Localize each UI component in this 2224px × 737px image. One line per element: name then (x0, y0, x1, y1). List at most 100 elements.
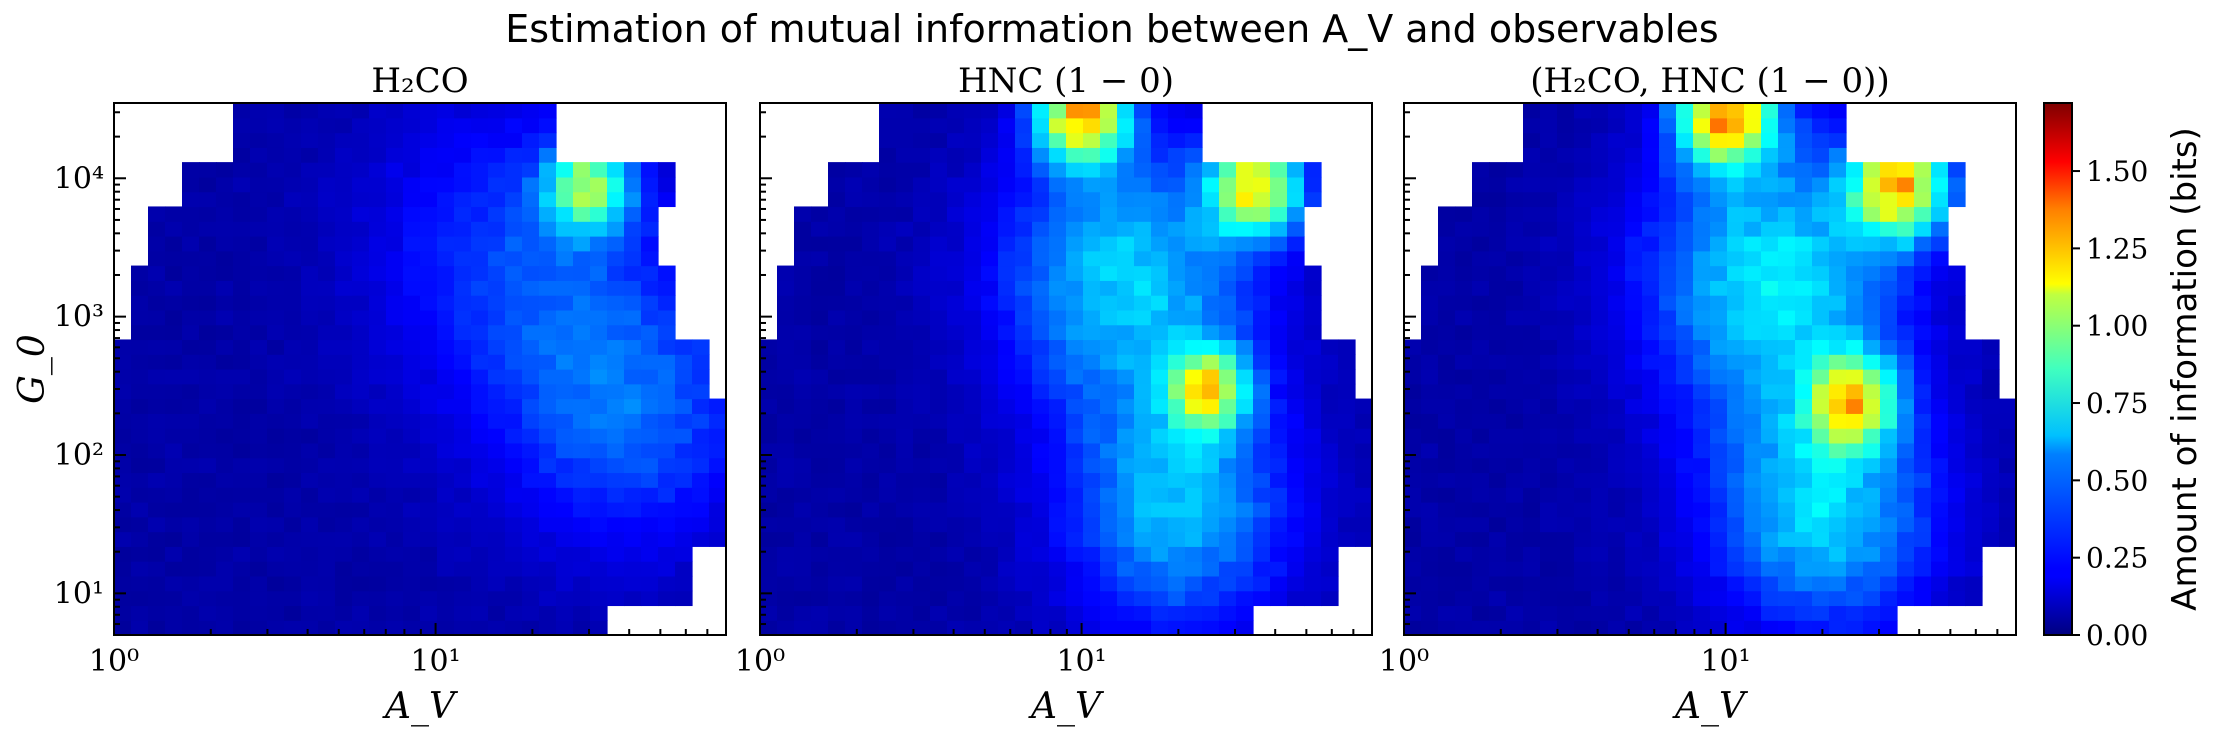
heatmap-cell (335, 575, 353, 592)
heatmap-cell (641, 176, 659, 193)
heatmap-cell (947, 590, 965, 607)
heatmap-cell (998, 250, 1016, 267)
heatmap-cell (1355, 472, 1373, 488)
heatmap-cell (1100, 221, 1118, 237)
heatmap-cell (318, 369, 336, 385)
heatmap-cell (1914, 265, 1932, 281)
heatmap-cell (522, 457, 540, 474)
heatmap-cell (607, 590, 625, 607)
heatmap-cell (998, 428, 1016, 444)
heatmap-cell (250, 561, 268, 577)
heatmap-cell (760, 457, 778, 474)
heatmap-cell (369, 147, 387, 163)
heatmap-cell (1455, 354, 1473, 370)
heatmap-cell (539, 147, 557, 163)
heatmap-cell (1523, 531, 1541, 547)
heatmap-cell (131, 324, 149, 341)
heatmap-cell (301, 265, 319, 281)
heatmap-cell (641, 516, 659, 533)
heatmap-cell (1880, 472, 1898, 488)
heatmap-cell (1846, 176, 1864, 193)
heatmap-cell (216, 176, 234, 193)
heatmap-cell (352, 442, 370, 459)
heatmap-cell (301, 516, 319, 533)
heatmap-cell (1761, 280, 1779, 296)
heatmap-cell (1168, 265, 1186, 281)
heatmap-cell (488, 531, 506, 547)
heatmap-cell (471, 369, 489, 385)
heatmap-cell (998, 620, 1016, 636)
heatmap-cell (913, 162, 931, 178)
heatmap-cell (505, 383, 523, 400)
heatmap-cell (1438, 502, 1456, 518)
heatmap-cell (420, 442, 438, 459)
heatmap-cell (1778, 546, 1796, 562)
heatmap-cell (930, 103, 948, 119)
heatmap-cell (1557, 354, 1575, 370)
heatmap-cell (1134, 339, 1152, 355)
heatmap-cell (301, 132, 319, 148)
heatmap-cell (879, 354, 897, 370)
heatmap-cell (590, 295, 608, 311)
heatmap-cell (1795, 132, 1813, 148)
heatmap-cell (1438, 590, 1456, 607)
heatmap-cell (1693, 339, 1711, 355)
heatmap-cell (131, 502, 149, 518)
heatmap-cell (1812, 457, 1830, 474)
heatmap-cell (828, 575, 846, 592)
heatmap-cell (1642, 605, 1660, 621)
heatmap-cell (1117, 250, 1135, 267)
heatmap-cell (1846, 236, 1864, 252)
heatmap-cell (1931, 309, 1949, 326)
heatmap-cell (1236, 369, 1254, 385)
heatmap-cell (607, 265, 625, 281)
heatmap-cell (301, 442, 319, 459)
heatmap-cell (1574, 590, 1592, 607)
heatmap-cell (539, 502, 557, 518)
heatmap-cell (828, 487, 846, 503)
heatmap-cell (998, 147, 1016, 163)
heatmap-cell (1744, 176, 1762, 193)
heatmap-cell (131, 295, 149, 311)
heatmap-cell (1574, 221, 1592, 237)
heatmap-cell (1914, 324, 1932, 341)
heatmap-cell (165, 265, 183, 281)
heatmap-cell (1083, 546, 1101, 562)
heatmap-cell (301, 250, 319, 267)
heatmap-cell (471, 457, 489, 474)
heatmap-cell (454, 561, 472, 577)
heatmap-cell (522, 590, 540, 607)
heatmap-cell (1795, 457, 1813, 474)
heatmap-cell (199, 413, 217, 429)
heatmap-cell (1185, 428, 1203, 444)
heatmap-cell (1185, 605, 1203, 621)
heatmap-cell (1574, 132, 1592, 148)
heatmap-cell (1304, 442, 1322, 459)
heatmap-cell (1693, 162, 1711, 178)
heatmap-cell (1506, 280, 1524, 296)
heatmap-cell (1557, 206, 1575, 222)
heatmap-cell (1897, 339, 1915, 355)
heatmap-cell (488, 502, 506, 518)
heatmap-cell (114, 369, 132, 385)
heatmap-cell (250, 132, 268, 148)
heatmap-cell (1778, 103, 1796, 119)
heatmap-cell (947, 103, 965, 119)
heatmap-cell (1117, 487, 1135, 503)
heatmap-cell (1574, 191, 1592, 208)
heatmap-cell (590, 516, 608, 533)
heatmap-cell (1574, 442, 1592, 459)
heatmap-cell (505, 339, 523, 355)
heatmap-cell (1642, 369, 1660, 385)
heatmap-cell (1355, 442, 1373, 459)
heatmap-cell (624, 250, 642, 267)
heatmap-cell (913, 221, 931, 237)
heatmap-cell (1863, 295, 1881, 311)
heatmap-cell (1185, 487, 1203, 503)
heatmap-cell (896, 206, 914, 222)
heatmap-cell (1676, 339, 1694, 355)
heatmap-cell (1795, 561, 1813, 577)
heatmap-cell (1761, 369, 1779, 385)
heatmap-cell (811, 561, 829, 577)
heatmap-cell (811, 236, 829, 252)
